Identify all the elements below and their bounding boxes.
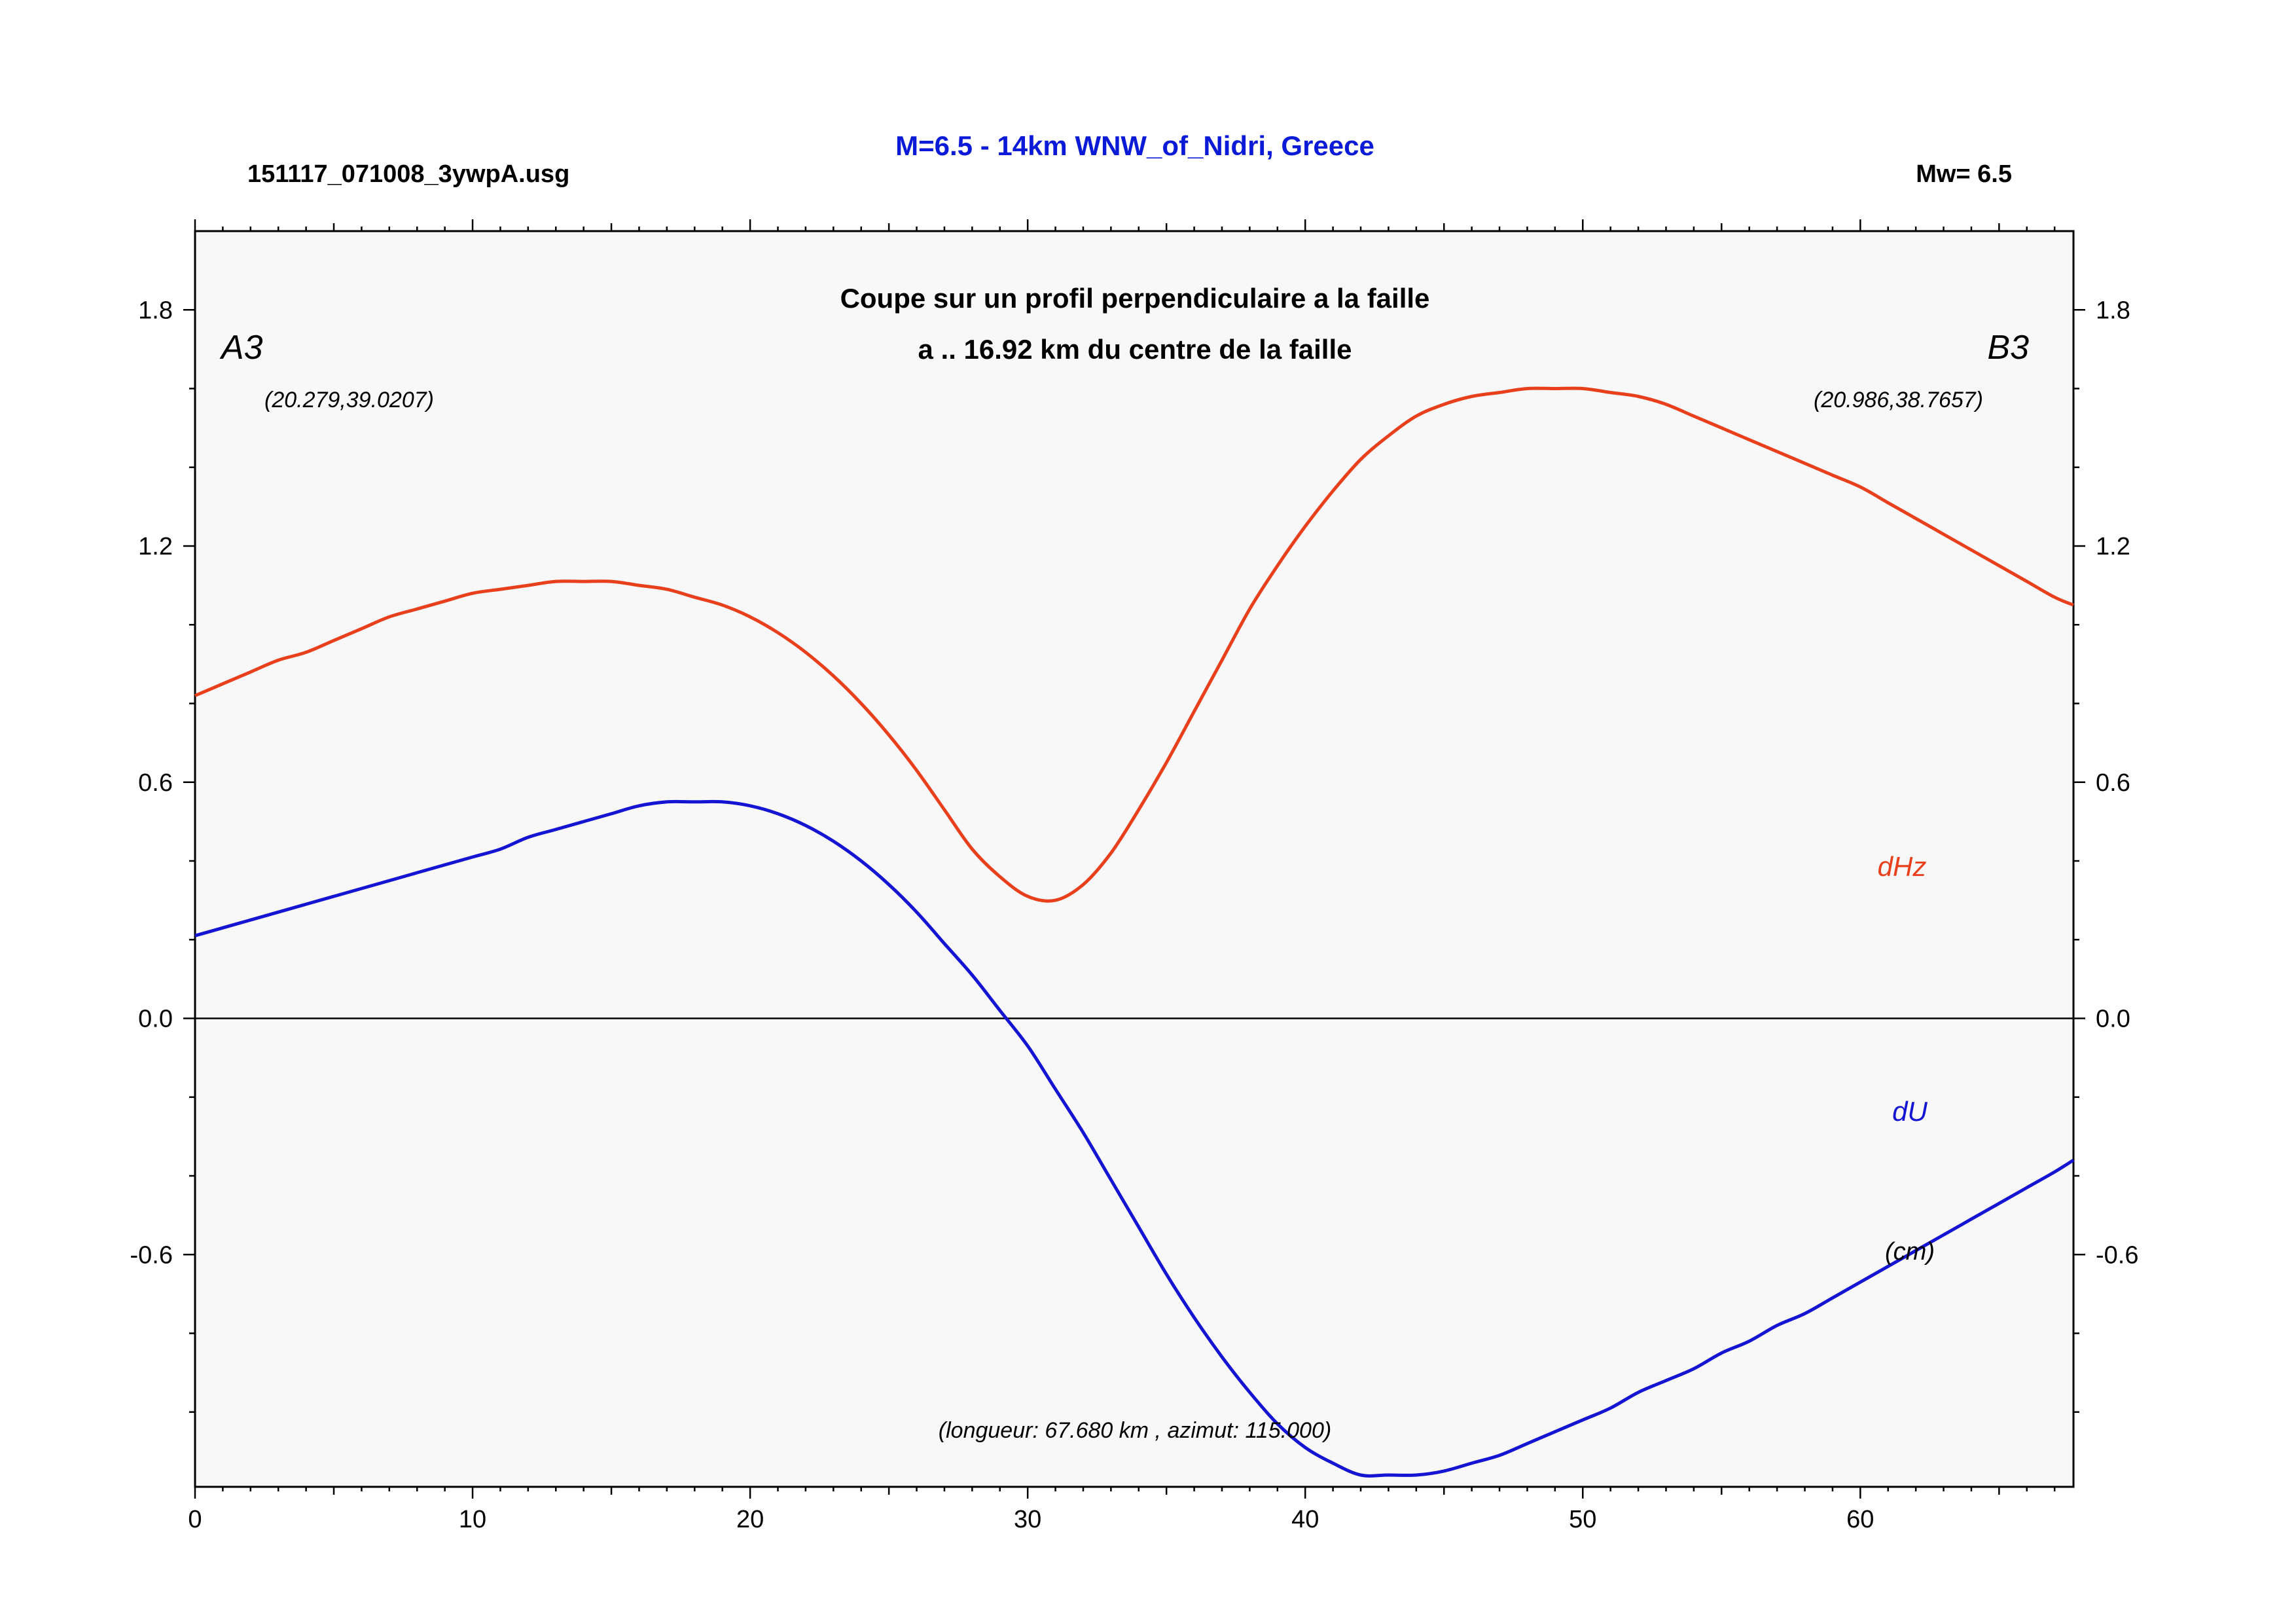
y-tick-label-right: 0.0	[2096, 1006, 2130, 1033]
y-tick-label-right: 0.6	[2096, 769, 2130, 797]
point-b-coords: (20.986,38.7657)	[1814, 388, 1983, 412]
x-tick-label: 50	[1569, 1506, 1596, 1533]
y-tick-label-right: 1.2	[2096, 533, 2130, 560]
chart-subtitle: a .. 16.92 km du centre de la faille	[918, 334, 1352, 365]
y-tick-labels-left: 1.8 1.2 0.6 0.0 -0.6	[130, 297, 173, 1269]
y-tick-label-right: -0.6	[2096, 1241, 2138, 1269]
x-tick-label: 40	[1291, 1506, 1319, 1533]
main-title: M=6.5 - 14km WNW_of_Nidri, Greece	[895, 130, 1374, 161]
chart-title: Coupe sur un profil perpendiculaire a la…	[840, 283, 1430, 314]
units-label: (cm)	[1885, 1238, 1935, 1266]
y-tick-label-left: 1.2	[138, 533, 173, 560]
x-tick-label: 60	[1846, 1506, 1874, 1533]
y-tick-label-left: -0.6	[130, 1241, 173, 1269]
magnitude-label: Mw= 6.5	[1916, 160, 2012, 188]
point-b-label: B3	[1987, 329, 2029, 367]
y-tick-label-left: 1.8	[138, 297, 173, 324]
y-tick-label-right: 1.8	[2096, 297, 2130, 324]
x-tick-label: 30	[1014, 1506, 1041, 1533]
point-a-coords: (20.279,39.0207)	[264, 388, 434, 412]
legend-dHz: dHz	[1878, 851, 1927, 882]
x-tick-label: 20	[736, 1506, 764, 1533]
x-tick-label: 0	[188, 1506, 202, 1533]
x-tick-labels: 0 10 20 30 40 50 60	[188, 1506, 1874, 1533]
y-tick-label-left: 0.6	[138, 769, 173, 797]
series-line-dU	[194, 799, 2075, 1478]
x-tick-label: 10	[459, 1506, 486, 1533]
y-tick-labels-right: 1.8 1.2 0.6 0.0 -0.6	[2096, 297, 2138, 1269]
legend-dU: dU	[1892, 1096, 1928, 1127]
filename-label: 151117_071008_3ywpA.usg	[247, 160, 569, 188]
point-a-label: A3	[219, 329, 263, 367]
y-tick-label-left: 0.0	[138, 1006, 173, 1033]
plot-area	[194, 230, 2075, 1488]
length-azimuth-label: (longueur: 67.680 km , azimut: 115.000)	[939, 1418, 1331, 1443]
series-line-dHz	[194, 386, 2074, 903]
axis-ticks	[183, 219, 2085, 1499]
